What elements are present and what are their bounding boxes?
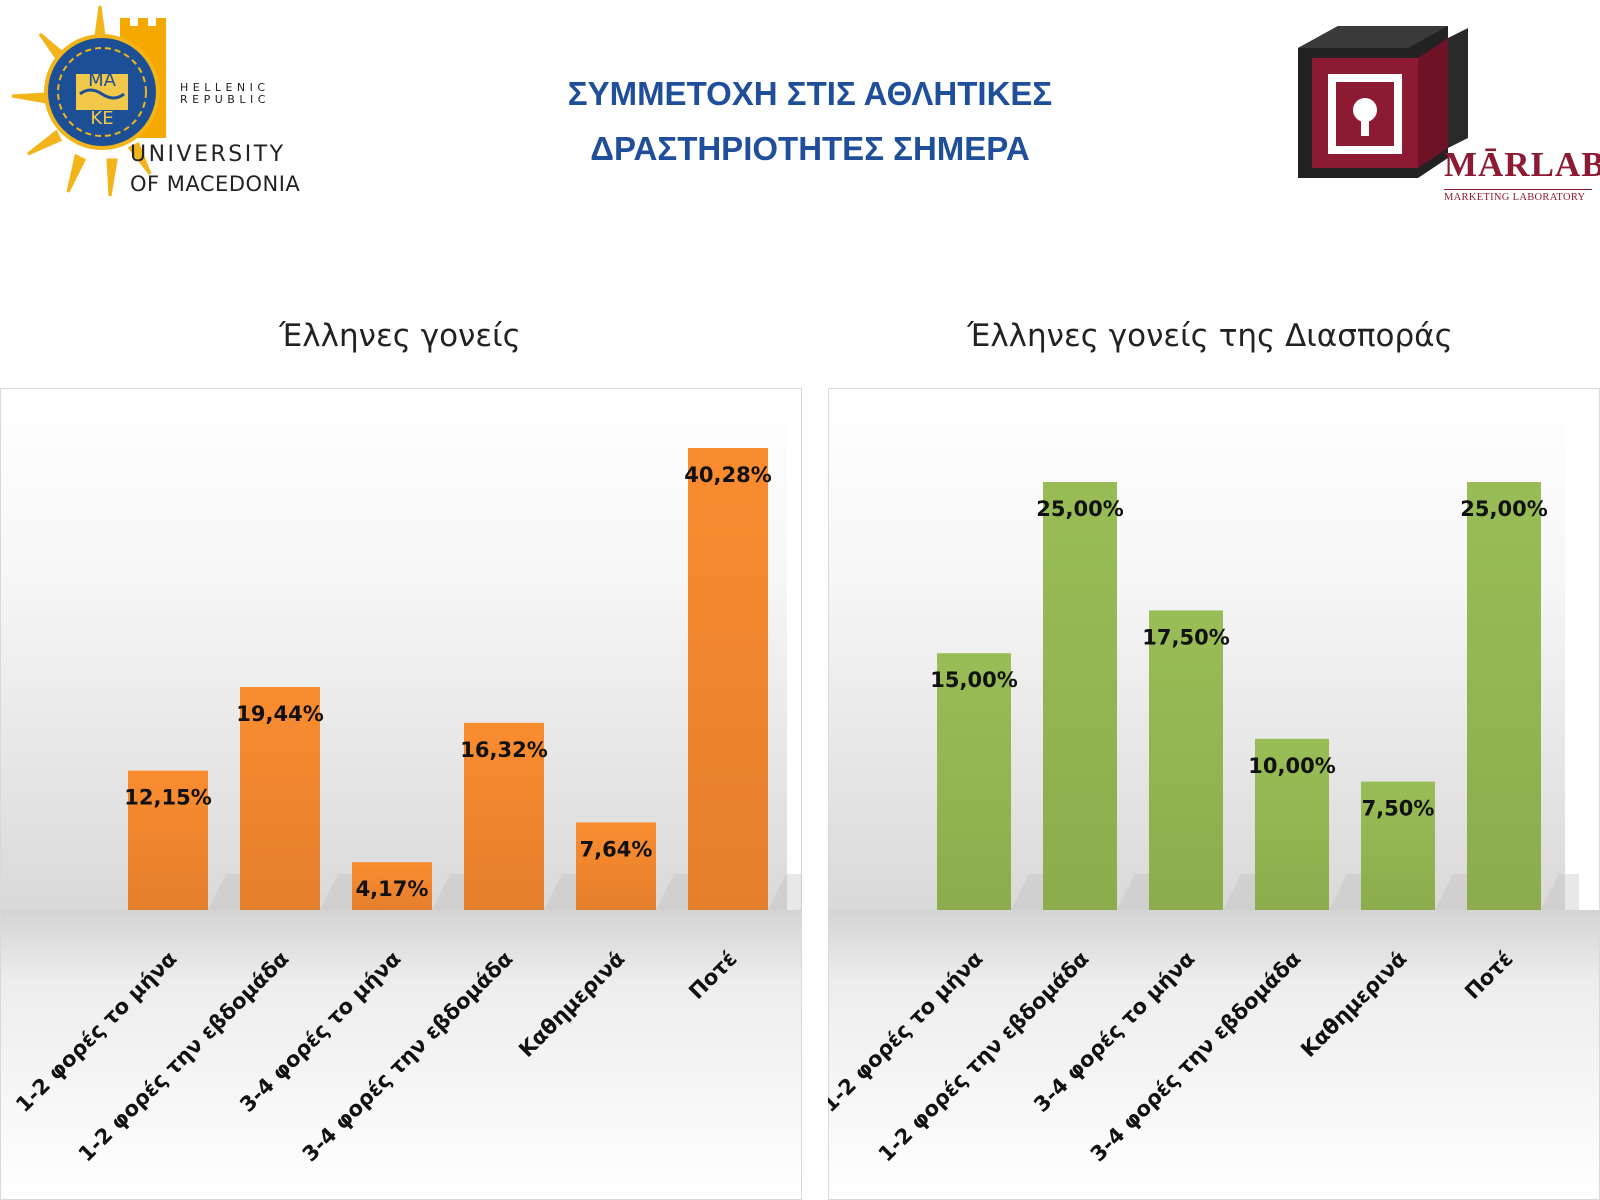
- bar-shadow: [1435, 874, 1473, 910]
- university-seal-icon: ΜΑ ΚΕ: [11, 5, 166, 197]
- seal-text-bottom: ΚΕ: [90, 108, 113, 129]
- bar-shadow: [320, 874, 358, 910]
- chart-1-panel: 12,15% 1-2 φορές το μήνα 19,44% 1-2 φορές τ…: [0, 388, 802, 1200]
- plot-floor: [829, 910, 1599, 1199]
- data-label: 17,50%: [1142, 625, 1229, 649]
- data-label: 40,28%: [684, 463, 771, 487]
- bar: [1255, 738, 1329, 910]
- bar-shadow: [1011, 874, 1049, 910]
- university-name-line-1: UNIVERSITY: [130, 142, 286, 167]
- bar: [1467, 482, 1541, 910]
- page-title-line-2: ΔΡΑΣΤΗΡΙΟΤΗΤΕΣ ΣΗΜΕΡΑ: [590, 130, 1030, 167]
- bar-shadow: [1223, 874, 1261, 910]
- chart-2-title: Έλληνες γονείς της Διασποράς: [967, 318, 1453, 354]
- bar: [937, 653, 1011, 910]
- bar: [128, 770, 208, 910]
- plot-wall: [1, 389, 787, 910]
- data-label: 7,64%: [580, 837, 653, 861]
- republic-line-2: REPUBLIC: [180, 93, 270, 106]
- marlab-name: MᾹRLAB: [1444, 145, 1600, 184]
- bar: [352, 862, 432, 910]
- data-label: 25,00%: [1036, 497, 1123, 521]
- marlab-box-icon: [1298, 26, 1468, 178]
- chart-1-title: Έλληνες γονείς: [279, 318, 521, 354]
- data-label: 19,44%: [236, 702, 323, 726]
- data-label: 7,50%: [1362, 797, 1435, 821]
- bar: [576, 822, 656, 910]
- university-name-line-2: OF MACEDONIA: [130, 172, 301, 196]
- bar: [688, 448, 768, 910]
- seal-text-top: ΜΑ: [88, 70, 117, 91]
- data-label: 16,32%: [460, 738, 547, 762]
- data-label: 25,00%: [1460, 497, 1547, 521]
- marlab-subtitle: MARKETING LABORATORY: [1444, 189, 1592, 204]
- bar-shadow: [656, 874, 694, 910]
- bar: [1149, 610, 1223, 910]
- bar: [240, 687, 320, 910]
- plot-floor: [1, 910, 801, 1199]
- bar-shadow: [1117, 874, 1155, 910]
- sun-rays-icon: [11, 5, 152, 197]
- bar-shadow: [544, 874, 582, 910]
- bar: [464, 722, 544, 910]
- data-label: 4,17%: [356, 877, 429, 901]
- bar-shadow: [208, 874, 246, 910]
- bar-shadow: [1329, 874, 1367, 910]
- bar-shadow: [768, 874, 802, 910]
- bar: [1043, 482, 1117, 910]
- bar: [1361, 781, 1435, 910]
- republic-line-1: HELLENIC: [180, 81, 270, 94]
- data-label: 15,00%: [930, 668, 1017, 692]
- bar-shadow: [1541, 874, 1579, 910]
- page-title-line-1: ΣΥΜΜΕΤΟΧΗ ΣΤΙΣ ΑΘΛΗΤΙΚΕΣ: [567, 75, 1053, 112]
- data-label: 10,00%: [1248, 754, 1335, 778]
- bar-shadow: [432, 874, 470, 910]
- data-label: 12,15%: [124, 786, 211, 810]
- chart-2-panel: 15,00% 1-2 φορές το μήνα 25,00% 1-2 φορές τ…: [828, 388, 1600, 1200]
